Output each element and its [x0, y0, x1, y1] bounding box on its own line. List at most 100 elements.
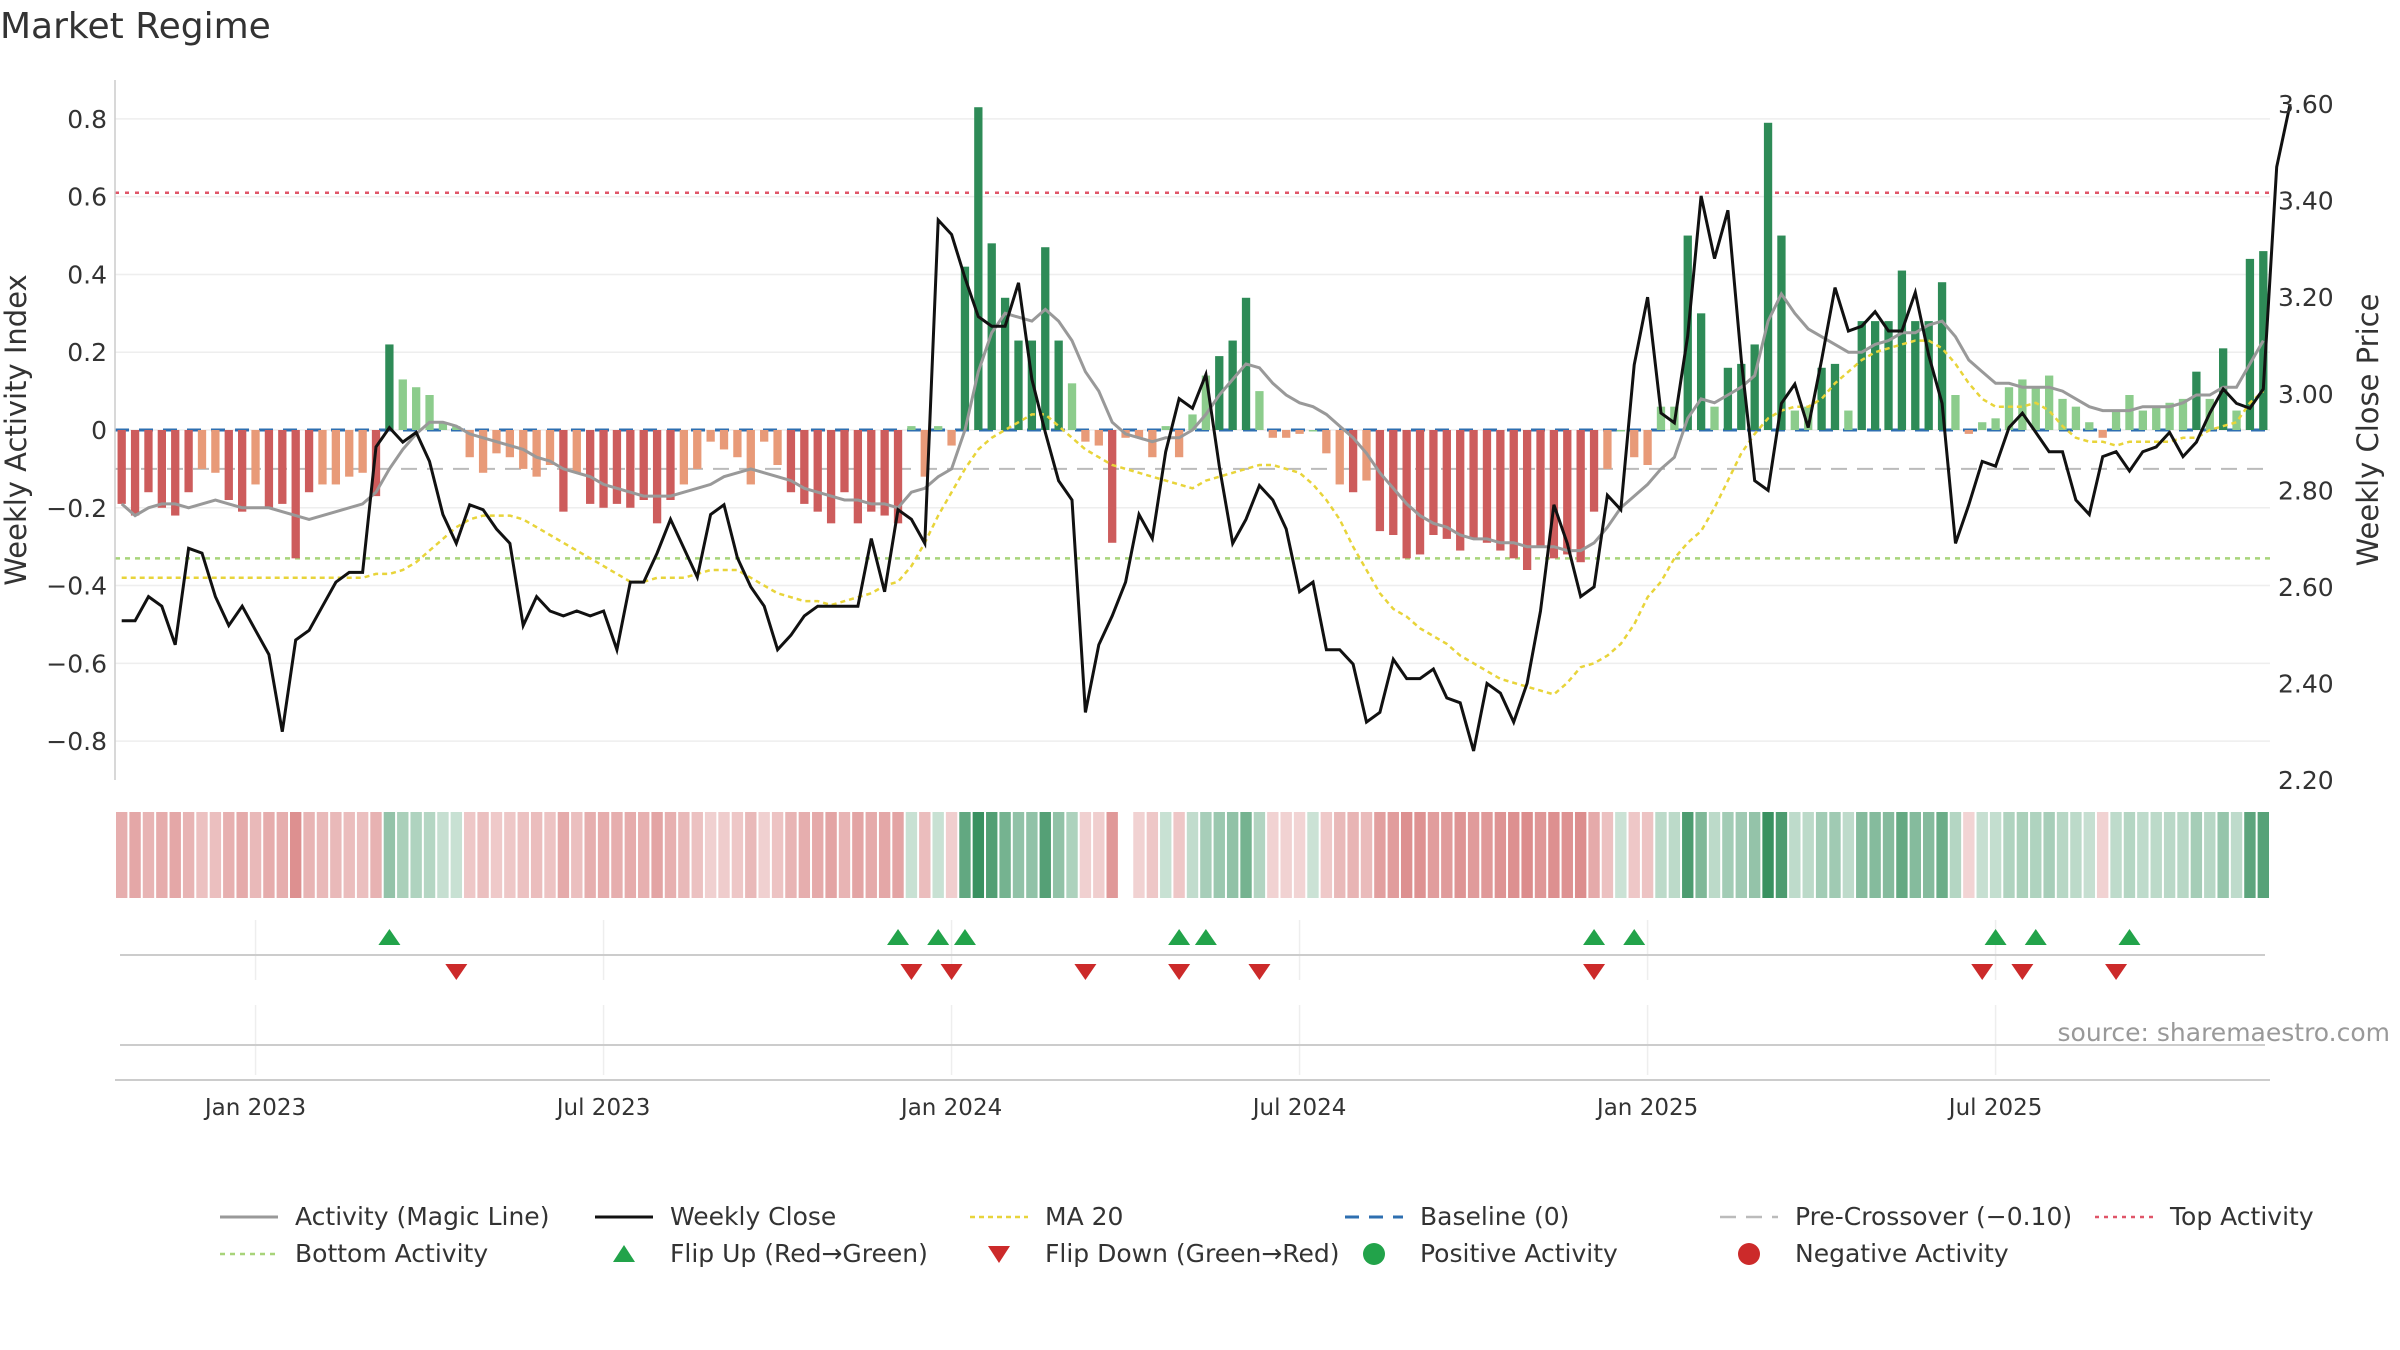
activity-bar [1148, 430, 1157, 458]
activity-bar [559, 430, 568, 512]
regime-cell [1213, 812, 1225, 898]
regime-cell [664, 812, 677, 898]
regime-cell [785, 812, 797, 898]
regime-cell [1963, 812, 1975, 898]
regime-cell [2163, 812, 2176, 898]
flip-down-marker [1583, 964, 1606, 980]
regime-cell [959, 812, 971, 898]
activity-bar [1402, 430, 1411, 559]
regime-cell [584, 812, 596, 898]
regime-cell [343, 812, 355, 898]
regime-cell [356, 812, 369, 898]
activity-bar [746, 430, 755, 485]
regime-cell [999, 812, 1011, 898]
regime-cell [1307, 812, 1319, 898]
regime-cell [1708, 812, 1721, 898]
regime-cell [1441, 812, 1453, 898]
regime-cell [129, 812, 141, 898]
legend-label: Weekly Close [670, 1202, 836, 1231]
activity-bar [1482, 430, 1492, 543]
activity-bar [1536, 430, 1545, 547]
regime-cell [1936, 812, 1948, 898]
series-lines [120, 103, 2292, 752]
activity-bar [693, 430, 702, 469]
regime-cell [1695, 812, 1707, 898]
regime-cell [1561, 812, 1573, 898]
activity-bar [1335, 430, 1344, 485]
flip-down-marker [1168, 964, 1191, 980]
activity-bar [572, 430, 581, 473]
activity-bar [1817, 367, 1826, 430]
activity-bar [960, 266, 970, 430]
activity-bar [813, 430, 822, 512]
activity-bar [1014, 340, 1023, 430]
activity-bar [1763, 122, 1773, 431]
activity-bar [719, 430, 729, 450]
activity-bar [465, 430, 474, 458]
activity-bar [1616, 430, 1625, 432]
activity-bar [1991, 418, 2000, 430]
regime-cell [276, 812, 289, 898]
activity-bar [171, 430, 180, 516]
activity-bar [2018, 379, 2027, 430]
activity-bar [1911, 321, 1920, 430]
y-axis-label: Weekly Activity Index [0, 274, 33, 585]
activity-bar [826, 430, 836, 524]
flip-down-marker [1074, 964, 1097, 980]
activity-magic-line [120, 290, 2265, 553]
regime-cell [1869, 812, 1881, 898]
regime-cell [450, 812, 463, 898]
activity-bar [197, 430, 207, 469]
legend-item: Bottom Activity [220, 1239, 488, 1268]
activity-bar [412, 387, 421, 430]
activity-bar [1308, 430, 1318, 432]
activity-bar [907, 426, 916, 430]
legend-swatch-flip-up [613, 1245, 635, 1262]
legend-swatch-positive [1363, 1243, 1385, 1265]
regime-cell [142, 812, 155, 898]
regime-cell [1909, 812, 1921, 898]
activity-bar [1174, 430, 1184, 458]
regime-cell [303, 812, 315, 898]
activity-bar [1978, 422, 1987, 430]
regime-cell [1160, 812, 1172, 898]
regime-cell [196, 812, 208, 898]
regime-cell [825, 812, 837, 898]
y-tick-label: 0.6 [67, 183, 107, 212]
regime-cell [2204, 812, 2216, 898]
regime-cell [1293, 812, 1306, 898]
activity-bar [1389, 430, 1398, 535]
activity-bar [786, 430, 796, 493]
y2-tick-label: 2.80 [2278, 476, 2334, 505]
legend-label: Bottom Activity [295, 1239, 488, 1268]
activity-bar [278, 430, 287, 504]
activity-bar [947, 430, 956, 446]
regime-cell [1548, 812, 1560, 898]
activity-bar [1161, 426, 1170, 430]
regime-cell [1347, 812, 1359, 898]
flip-markers [120, 929, 2265, 980]
legend-item: Top Activity [2095, 1202, 2314, 1231]
activity-bar [1737, 363, 1746, 430]
legend-item: Pre-Crossover (−0.10) [1720, 1202, 2072, 1231]
regime-cell [758, 812, 770, 898]
x-axis: Jan 2023 Jul 2023 Jan 2024 Jul 2024 Jan 2025… [115, 1044, 2270, 1121]
activity-bar [1656, 406, 1666, 430]
activity-bar [1696, 313, 1706, 430]
activity-bar [1469, 430, 1478, 539]
regime-cell [2177, 812, 2189, 898]
legend-item: Positive Activity [1363, 1239, 1618, 1268]
regime-cell [116, 812, 128, 898]
activity-bar [304, 430, 314, 493]
activity-bar [1804, 406, 1813, 430]
y2-axis-label: Weekly Close Price [2351, 294, 2385, 567]
activity-bar [1415, 430, 1425, 555]
activity-bar [1108, 430, 1117, 543]
flip-down-marker [1971, 964, 1994, 980]
activity-bar [1897, 270, 1907, 430]
legend-label: Pre-Crossover (−0.10) [1795, 1202, 2072, 1231]
regime-cell [1106, 812, 1118, 898]
activity-bar [1857, 321, 1866, 430]
flip-up-marker [2118, 929, 2141, 945]
regime-cell [771, 812, 784, 898]
